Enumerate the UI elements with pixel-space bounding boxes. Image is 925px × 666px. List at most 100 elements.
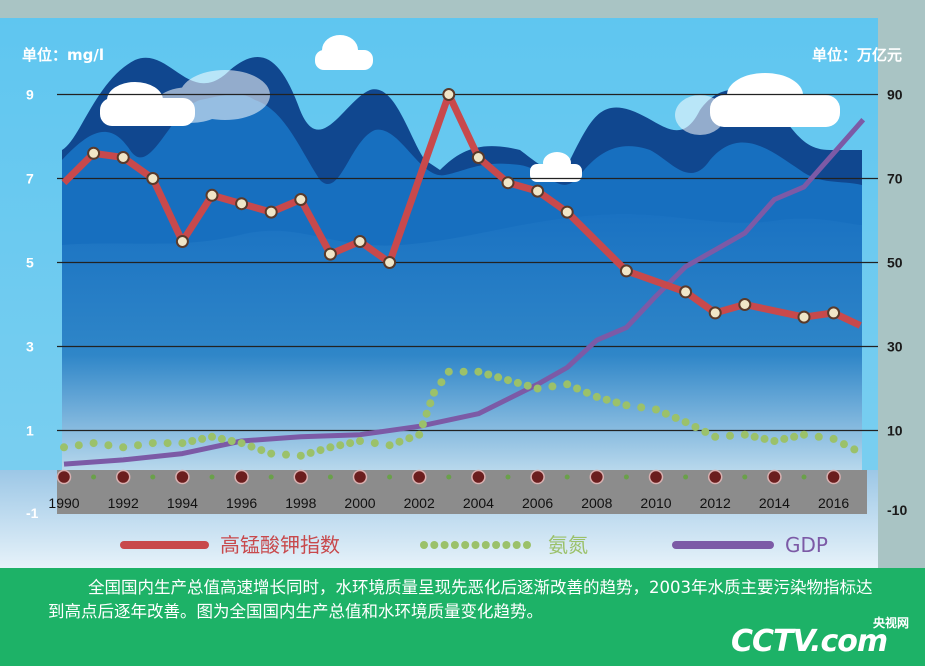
logo-subtitle: 央视网 — [872, 616, 909, 630]
series-point-ammonia — [267, 449, 276, 458]
y-axis-left: 9 7 5 3 1 -1 — [26, 87, 39, 522]
series-point-ammonia — [790, 432, 799, 441]
series-point-ammonia — [494, 373, 503, 382]
x-axis-marker — [352, 469, 368, 485]
series-point-kmno4 — [116, 151, 130, 164]
x-axis-marker — [115, 469, 131, 485]
series-point-kmno4 — [205, 188, 219, 202]
x-tick-label: 2002 — [404, 495, 435, 511]
series-line-gdp — [63, 118, 866, 467]
series — [60, 88, 866, 467]
series-point-kmno4 — [294, 193, 308, 206]
x-axis-marker — [411, 469, 427, 485]
x-axis-marker — [471, 469, 486, 485]
x-tick-label: 2008 — [581, 495, 612, 511]
x-axis-minor-marker — [564, 474, 570, 480]
series-point-kmno4 — [531, 184, 545, 198]
legend-dot — [512, 541, 521, 549]
x-axis-marker — [767, 469, 782, 485]
series-point-ammonia — [548, 382, 557, 391]
caption-text: 全国国内生产总值高速增长同时，水环境质量呈现先恶化后逐渐改善的趋势，2003年水… — [48, 578, 873, 621]
series-point-ammonia — [237, 439, 246, 448]
x-axis-minor-marker — [268, 474, 274, 480]
x-tick-label: 1998 — [285, 495, 316, 511]
legend-label-gdp: GDP — [785, 533, 828, 557]
x-axis: 1990 1992 1994 1996 1998 2000 2002 2004 2006 2008… — [48, 495, 849, 511]
series-point-ammonia — [282, 450, 290, 459]
series-point-ammonia — [770, 437, 779, 445]
x-tick-label: 1990 — [48, 495, 79, 511]
series-point-ammonia — [422, 409, 431, 418]
series-point-ammonia — [227, 437, 236, 445]
series-point-ammonia — [814, 432, 823, 441]
series-point-kmno4 — [383, 256, 397, 269]
legend-dot — [420, 541, 428, 549]
series-point-ammonia — [622, 401, 631, 410]
series-point-ammonia — [346, 439, 355, 448]
legend-dot — [502, 541, 511, 549]
series-point-ammonia — [426, 399, 435, 408]
x-axis-minor-marker — [683, 474, 689, 480]
series-point-ammonia — [740, 430, 749, 439]
series-point-ammonia — [415, 430, 424, 439]
series-point-ammonia — [637, 403, 646, 412]
series-point-ammonia — [247, 442, 256, 451]
series-point-ammonia — [134, 441, 142, 450]
x-tick-label: 2006 — [522, 495, 553, 511]
legend-dot — [471, 541, 480, 549]
x-tick-label: 1996 — [226, 495, 257, 511]
series-point-ammonia — [800, 430, 808, 439]
series-point-ammonia — [395, 437, 404, 446]
series-point-ammonia — [661, 409, 670, 418]
x-axis-marker — [648, 469, 664, 485]
series-point-ammonia — [430, 388, 438, 397]
series-point-kmno4 — [353, 235, 367, 248]
legend-label-kmno4: 高锰酸钾指数 — [220, 533, 340, 557]
series-point-kmno4 — [501, 176, 515, 190]
left-unit-label: 单位：mg/l — [22, 46, 104, 64]
legend: 高锰酸钾指数 氨氮 GDP — [120, 533, 828, 557]
y-left-tick-label: 3 — [26, 339, 34, 355]
series-point-ammonia — [839, 440, 848, 449]
series-point-ammonia — [602, 395, 611, 404]
series-point-ammonia — [726, 431, 734, 440]
series-point-ammonia — [418, 420, 427, 429]
series-point-ammonia — [681, 418, 690, 427]
y-right-tick-label: 70 — [887, 171, 903, 187]
series-point-kmno4 — [797, 310, 811, 324]
series-point-kmno4 — [87, 146, 101, 160]
x-axis-marker — [175, 469, 190, 485]
series-point-ammonia — [148, 439, 157, 448]
x-tick-label: 2012 — [700, 495, 731, 511]
series-point-ammonia — [437, 378, 446, 387]
series-point-kmno4 — [560, 205, 574, 219]
y-left-tick-label: -1 — [26, 505, 39, 521]
x-axis-minor-marker — [742, 474, 748, 480]
series-point-ammonia — [474, 367, 483, 376]
series-point-ammonia — [513, 378, 522, 387]
series-point-ammonia — [405, 434, 414, 443]
series-point-ammonia — [198, 434, 207, 443]
series-point-ammonia — [484, 370, 493, 379]
x-axis-marker — [293, 469, 309, 485]
series-point-ammonia — [750, 432, 759, 441]
series-point-ammonia — [217, 434, 226, 443]
series-point-kmno4 — [442, 88, 456, 101]
series-point-kmno4 — [264, 205, 278, 219]
y-right-tick-label: 50 — [887, 255, 903, 271]
series-point-ammonia — [178, 439, 187, 448]
series-point-ammonia — [711, 432, 720, 441]
series-point-ammonia — [104, 441, 113, 450]
x-axis-marker — [826, 469, 841, 485]
x-axis-marker — [56, 469, 72, 485]
y-left-tick-label: 5 — [26, 255, 34, 271]
series-point-ammonia — [592, 392, 601, 401]
y-left-tick-label: 9 — [26, 87, 34, 103]
series-point-kmno4 — [827, 306, 841, 320]
x-axis-minor-marker — [623, 474, 629, 480]
series-point-ammonia — [60, 443, 68, 452]
x-axis-minor-marker — [209, 474, 215, 480]
legend-dot — [481, 541, 490, 549]
series-point-ammonia — [356, 437, 364, 445]
series-point-ammonia — [74, 441, 83, 450]
